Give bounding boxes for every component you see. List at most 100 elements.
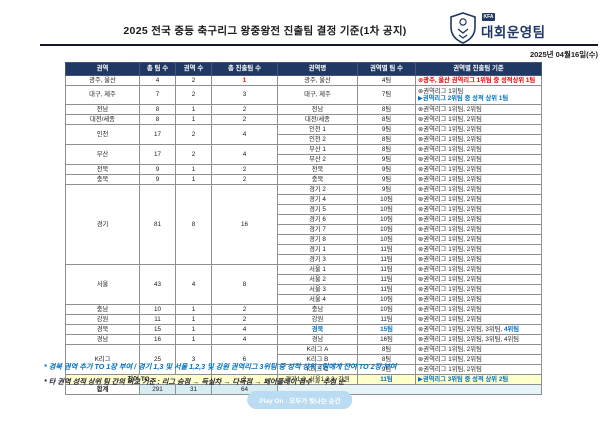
advance-count-cell: 2 bbox=[211, 174, 278, 185]
table-row: K리그 25 3 6 K리그 A 8팀 ⊛권역리그 1위팀, 2위팀 bbox=[65, 344, 542, 375]
zone-teams-cell: 11팀 bbox=[357, 264, 416, 275]
criteria-cell: ⊛권역리그 1위팀, 2위팀 bbox=[415, 144, 542, 155]
zone-name-cell: 대전/세종 bbox=[277, 114, 358, 125]
advance-count-cell: 3 bbox=[211, 85, 278, 105]
region-cell: 서울 bbox=[65, 264, 140, 305]
total-teams-cell: 8 bbox=[139, 104, 176, 115]
zone-name-cell: 인천 1 bbox=[277, 124, 358, 135]
zone-teams-cell: 4팀 bbox=[357, 75, 416, 86]
region-cell: 충남 bbox=[65, 304, 140, 315]
column-header-4: 권역명 bbox=[277, 62, 358, 76]
total-teams-cell: 43 bbox=[139, 264, 176, 305]
zone-name-cell: 대구, 제주 bbox=[277, 85, 358, 105]
remaining-to-row: 잔여 TO 2 경기1,3, 서울1,2,3, 강원 11팀 ▶권역리그 3위팀 중 성… bbox=[65, 374, 542, 385]
zone-teams-cell: 10팀 bbox=[357, 204, 416, 215]
table-row: 서울 43 4 8 서울 1 11팀 ⊛권역리그 1위팀, 2위팀 bbox=[65, 264, 542, 305]
table-row: 경기 81 8 16 경기 2 9팀 ⊛권역리그 1위팀, 2위팀 bbox=[65, 184, 542, 265]
remaining-to-teams: 11팀 bbox=[357, 374, 416, 385]
criteria-text: ⊛권역리그 1위팀, 2위팀 bbox=[418, 215, 482, 223]
criteria-text: ⊛광주, 울산 권역리그 1위팀 중 성적상위 1팀 bbox=[418, 76, 536, 84]
zone-name-cell: 경기 2 bbox=[277, 184, 358, 195]
zone-count-cell: 1 bbox=[175, 174, 212, 185]
zone-teams-cell: 10팀 bbox=[357, 214, 416, 225]
zone-name-cell: 경남 bbox=[277, 334, 358, 345]
criteria-cell: ⊛권역리그 1위팀, 2위팀 bbox=[415, 344, 542, 355]
criteria-text: ⊛권역리그 1위팀, 2위팀 bbox=[418, 345, 482, 353]
total-teams-cell: 11 bbox=[139, 314, 176, 325]
zone-teams-cell: 11팀 bbox=[357, 274, 416, 285]
criteria-cell: ⊛권역리그 1위팀, 2위팀 bbox=[415, 154, 542, 165]
region-cell: 전남 bbox=[65, 104, 140, 115]
criteria-text: ⊛권역리그 1위팀, 2위팀 bbox=[418, 225, 482, 233]
criteria-text: ⊛권역리그 1위팀, 2위팀 bbox=[418, 255, 482, 263]
criteria-text: ⊛권역리그 1위팀, 2위팀 bbox=[418, 235, 482, 243]
criteria-cell: ⊛권역리그 1위팀, 2위팀 bbox=[415, 304, 542, 315]
region-cell: 충북 bbox=[65, 174, 140, 185]
criteria-cell: ⊛권역리그 1위팀, 2위팀 bbox=[415, 104, 542, 115]
criteria-cell: ⊛권역리그 1위팀 ▶권역리그 2위팀 중 성적 상위 1팀 bbox=[415, 85, 542, 105]
zone-teams-cell: 10팀 bbox=[357, 234, 416, 245]
criteria-text: ⊛권역리그 1위팀, 2위팀 bbox=[418, 125, 482, 133]
watermark-badge: Play On : 모두가 빛나는 순간 bbox=[247, 391, 353, 409]
advance-count-cell: 2 bbox=[211, 304, 278, 315]
criteria-text: ⊛권역리그 1위팀, 2위팀 bbox=[418, 135, 482, 143]
criteria-text: ⊛권역리그 1위팀, 2위팀 bbox=[418, 155, 482, 163]
advance-count-cell: 4 bbox=[211, 324, 278, 335]
zone-name-cell: 경기 5 bbox=[277, 204, 358, 215]
region-cell: 전북 bbox=[65, 164, 140, 175]
zone-teams-cell: 8팀 bbox=[357, 144, 416, 155]
zone-teams-cell: 8팀 bbox=[357, 114, 416, 125]
region-cell: 경기 bbox=[65, 184, 140, 265]
advance-count-cell: 4 bbox=[211, 144, 278, 165]
criteria-text: ▶권역리그 2위팀 중 성적 상위 1팀 bbox=[418, 95, 509, 102]
zone-name-cell: 부산 1 bbox=[277, 144, 358, 155]
advance-count-cell: 4 bbox=[211, 124, 278, 145]
zone-teams-cell: 15팀 bbox=[357, 324, 416, 335]
region-cell: 강원 bbox=[65, 314, 140, 325]
criteria-text: ⊛권역리그 1위팀, 2위팀 bbox=[418, 115, 482, 123]
total-teams-cell: 9 bbox=[139, 174, 176, 185]
zone-count-cell: 2 bbox=[175, 144, 212, 165]
total-teams-cell: 7 bbox=[139, 85, 176, 105]
table-row: 경북 15 1 4 경북 15팀 ⊛권역리그 1위팀, 2위팀, 3위팀, 4위팀 bbox=[65, 324, 542, 335]
criteria-text: ⊛권역리그 1위팀, 2위팀 bbox=[418, 365, 482, 373]
zone-teams-cell: 10팀 bbox=[357, 304, 416, 315]
criteria-text: ⊛권역리그 1위팀, 2위팀 bbox=[418, 315, 482, 323]
zone-count-cell: 2 bbox=[175, 75, 212, 86]
advance-count-cell: 4 bbox=[211, 334, 278, 345]
zone-teams-cell: 10팀 bbox=[357, 194, 416, 205]
total-teams-cell: 17 bbox=[139, 144, 176, 165]
criteria-text: ⊛권역리그 1위팀, 2위팀 bbox=[418, 265, 482, 273]
criteria-cell: ⊛권역리그 1위팀, 2위팀 bbox=[415, 224, 542, 235]
criteria-text: ⊛권역리그 1위팀, 2위팀 bbox=[418, 175, 482, 183]
zone-teams-cell: 7팀 bbox=[357, 85, 416, 105]
zone-teams-cell: 10팀 bbox=[357, 294, 416, 305]
zone-count-cell: 1 bbox=[175, 324, 212, 335]
zone-name-cell: 경북 bbox=[277, 324, 358, 335]
zone-count-cell: 1 bbox=[175, 304, 212, 315]
criteria-text: ⊛권역리그 1위팀, 2위팀 bbox=[418, 145, 482, 153]
column-header-6: 권역별 진출팀 기준 bbox=[415, 62, 542, 76]
criteria-cell: ⊛권역리그 1위팀, 2위팀 bbox=[415, 244, 542, 255]
criteria-cell: ⊛권역리그 1위팀, 2위팀 bbox=[415, 174, 542, 185]
advance-count-cell: 16 bbox=[211, 184, 278, 265]
column-header-2: 권역 수 bbox=[175, 62, 212, 76]
advance-count-cell: 2 bbox=[211, 104, 278, 115]
total-teams-cell: 81 bbox=[139, 184, 176, 265]
zone-name-cell: 인천 2 bbox=[277, 134, 358, 145]
criteria-cell: ⊛권역리그 1위팀, 2위팀 bbox=[415, 164, 542, 175]
column-header-1: 총 팀 수 bbox=[139, 62, 176, 76]
zone-name-cell: 부산 2 bbox=[277, 154, 358, 165]
criteria-cell: ⊛권역리그 1위팀, 2위팀 bbox=[415, 354, 542, 365]
zone-name-cell: 전남 bbox=[277, 104, 358, 115]
zone-name-cell: 경기 7 bbox=[277, 224, 358, 235]
criteria-text: ⊛권역리그 1위팀, 2위팀 bbox=[418, 275, 482, 283]
criteria-text: ⊛권역리그 1위팀, 2위팀, 3위팀, bbox=[418, 325, 504, 333]
zone-name-cell: 경기 1 bbox=[277, 244, 358, 255]
zone-name-cell: 충북 bbox=[277, 174, 358, 185]
criteria-text: ⊛권역리그 1위팀, 2위팀 bbox=[418, 295, 482, 303]
zone-name-cell: 전북 bbox=[277, 164, 358, 175]
criteria-cell: ⊛권역리그 1위팀, 2위팀 bbox=[415, 114, 542, 125]
zone-teams-cell: 8팀 bbox=[357, 134, 416, 145]
